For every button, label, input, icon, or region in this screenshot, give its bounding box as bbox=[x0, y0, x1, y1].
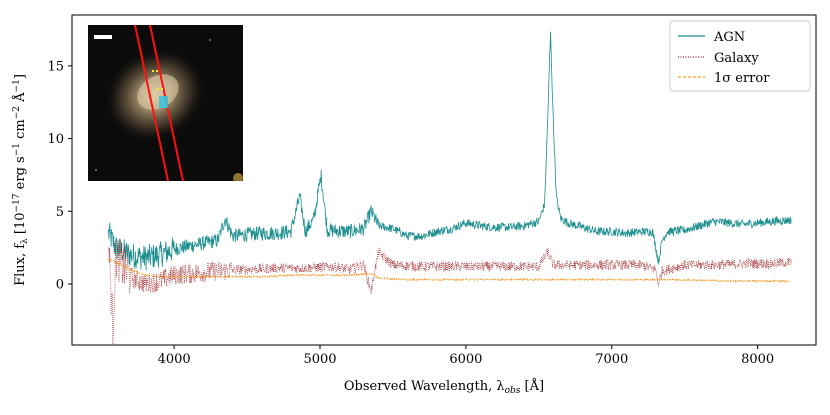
legend-label-agn: AGN bbox=[713, 30, 745, 45]
x-tick-label: 7000 bbox=[595, 352, 628, 367]
plot-frame bbox=[71, 14, 817, 346]
y-tick-label: 5 bbox=[56, 205, 64, 220]
x-axis-label: Observed Wavelength, λobs [Å] bbox=[344, 378, 544, 396]
tick-layer: 4000 5000 6000 7000 8000 0 5 10 15 bbox=[47, 59, 774, 367]
y-tick-label: 15 bbox=[47, 59, 64, 74]
slit-left-edge bbox=[134, 25, 169, 181]
legend-label-error: 1σ error bbox=[714, 71, 770, 86]
series-line-1-error bbox=[108, 258, 792, 284]
x-tick-label: 8000 bbox=[741, 352, 774, 367]
agn-highlight bbox=[159, 96, 168, 108]
legend-label-galaxy: Galaxy bbox=[714, 51, 759, 66]
y-tick-label: 0 bbox=[56, 277, 64, 292]
scale-bar bbox=[94, 35, 112, 39]
x-tick-label: 6000 bbox=[449, 352, 482, 367]
series-line-galaxy bbox=[108, 238, 792, 345]
inset-galaxy-image bbox=[88, 25, 243, 181]
series-line-agn bbox=[108, 31, 792, 271]
x-tick-label: 5000 bbox=[303, 352, 336, 367]
series-layer bbox=[108, 31, 792, 345]
y-tick-label: 10 bbox=[47, 132, 64, 147]
y-axis-label: Flux, fλ [10−17 erg s−1 cm−2 Å−1] bbox=[12, 74, 30, 286]
x-tick-label: 4000 bbox=[158, 352, 191, 367]
legend: AGN Galaxy 1σ error bbox=[669, 20, 811, 92]
